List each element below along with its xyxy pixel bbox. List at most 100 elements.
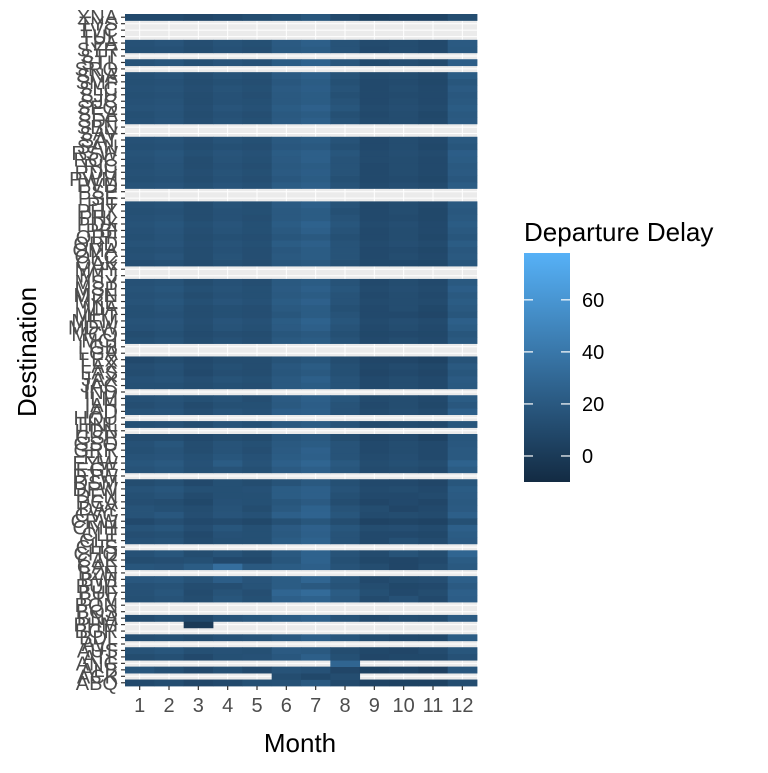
heatmap-cell — [359, 246, 390, 254]
heatmap-cell — [389, 401, 419, 409]
heatmap-cell — [183, 518, 214, 525]
heatmap-cell — [330, 530, 361, 538]
heatmap-cell — [271, 317, 302, 325]
heatmap-cell — [418, 201, 449, 209]
heatmap-cell — [301, 169, 331, 176]
heatmap-cell — [213, 492, 243, 500]
heatmap-cell — [301, 91, 331, 99]
heatmap-cell — [183, 434, 214, 441]
heatmap-cell — [154, 298, 185, 306]
heatmap-cell — [213, 98, 243, 105]
heatmap-cell — [359, 220, 390, 228]
heatmap-cell — [389, 162, 419, 170]
heatmap-cell — [359, 556, 390, 564]
heatmap-cell — [242, 59, 273, 67]
heatmap-cell — [359, 356, 390, 364]
heatmap-cell — [389, 537, 419, 545]
x-tick-label: 3 — [193, 695, 204, 717]
heatmap-cell — [125, 220, 155, 228]
heatmap-cell — [125, 169, 155, 176]
heatmap-cell — [418, 395, 449, 403]
heatmap-cell — [330, 207, 361, 215]
heatmap-cell — [359, 78, 390, 86]
y-tick-label: CMH — [72, 518, 118, 540]
heatmap-cell — [183, 149, 214, 157]
heatmap-cell — [330, 446, 361, 454]
y-tick-label: DFW — [72, 479, 118, 501]
heatmap-cell — [359, 614, 390, 622]
heatmap-cell — [213, 156, 243, 164]
heatmap-cell — [389, 375, 419, 383]
heatmap-cell — [213, 453, 243, 461]
heatmap-cell — [418, 39, 449, 47]
heatmap-cell — [418, 666, 449, 674]
heatmap-cell — [154, 72, 185, 80]
heatmap-cell — [125, 485, 155, 493]
y-tick-label: PHL — [79, 208, 118, 230]
y-tick-label: BDL — [79, 628, 118, 650]
heatmap-cell — [242, 408, 273, 416]
heatmap-cell — [125, 136, 155, 144]
heatmap-cell — [213, 563, 243, 571]
heatmap-cell — [242, 434, 273, 441]
heatmap-cell — [301, 524, 331, 532]
heatmap-cell — [418, 78, 449, 86]
heatmap-cell — [213, 136, 243, 144]
heatmap-cell — [125, 175, 155, 183]
heatmap-cell — [330, 479, 361, 487]
heatmap-cell — [213, 214, 243, 222]
heatmap-cell — [125, 550, 155, 558]
heatmap-cell — [271, 537, 302, 545]
heatmap-cell — [447, 240, 478, 248]
heatmap-cell — [330, 421, 361, 428]
heatmap-cell — [301, 673, 331, 680]
heatmap-cell — [330, 505, 361, 512]
y-tick-label: TPA — [81, 33, 119, 55]
heatmap-cell — [359, 679, 390, 687]
heatmap-cell — [242, 330, 273, 338]
y-tick-label: CLT — [82, 524, 118, 546]
heatmap-cell — [447, 537, 478, 545]
heatmap-cell — [447, 595, 478, 603]
heatmap-cell — [389, 46, 419, 54]
y-tick-label: JAC — [80, 376, 118, 398]
heatmap-cell — [154, 59, 185, 67]
heatmap-cell — [183, 337, 214, 344]
heatmap-cell — [271, 156, 302, 164]
heatmap-cell — [447, 459, 478, 467]
heatmap-cell — [271, 356, 302, 364]
heatmap-cell — [213, 220, 243, 228]
heatmap-cell — [154, 375, 185, 383]
heatmap-cell — [330, 382, 361, 390]
heatmap-cell — [242, 156, 273, 164]
heatmap-cell — [301, 259, 331, 267]
heatmap-cell — [271, 440, 302, 448]
heatmap-cell — [213, 240, 243, 248]
heatmap-cell — [330, 440, 361, 448]
heatmap-cell — [447, 614, 478, 622]
y-tick-label: CLE — [79, 531, 118, 553]
heatmap-cell — [242, 369, 273, 377]
heatmap-cell — [418, 401, 449, 409]
y-tick-label: HNL — [78, 414, 118, 436]
y-tick-label: SEA — [78, 104, 119, 126]
heatmap-cell — [183, 285, 214, 293]
heatmap-cell — [301, 595, 331, 603]
heatmap-cell — [271, 647, 302, 655]
heatmap-cell — [154, 485, 185, 493]
heatmap-cell — [213, 382, 243, 390]
heatmap-cell — [389, 156, 419, 164]
heatmap-cell — [154, 479, 185, 487]
x-tick-label: 4 — [222, 695, 233, 717]
y-tick-label: TUL — [80, 27, 118, 49]
heatmap-cell — [242, 666, 273, 674]
x-tick-label: 10 — [393, 695, 415, 717]
heatmap-cell — [242, 466, 273, 474]
heatmap-cell — [301, 421, 331, 428]
heatmap-cell — [301, 72, 331, 80]
heatmap-cell — [271, 117, 302, 125]
y-tick-label: JAX — [81, 369, 118, 391]
heatmap-cell — [389, 362, 419, 370]
heatmap-cell — [447, 246, 478, 254]
heatmap-cell — [154, 91, 185, 99]
